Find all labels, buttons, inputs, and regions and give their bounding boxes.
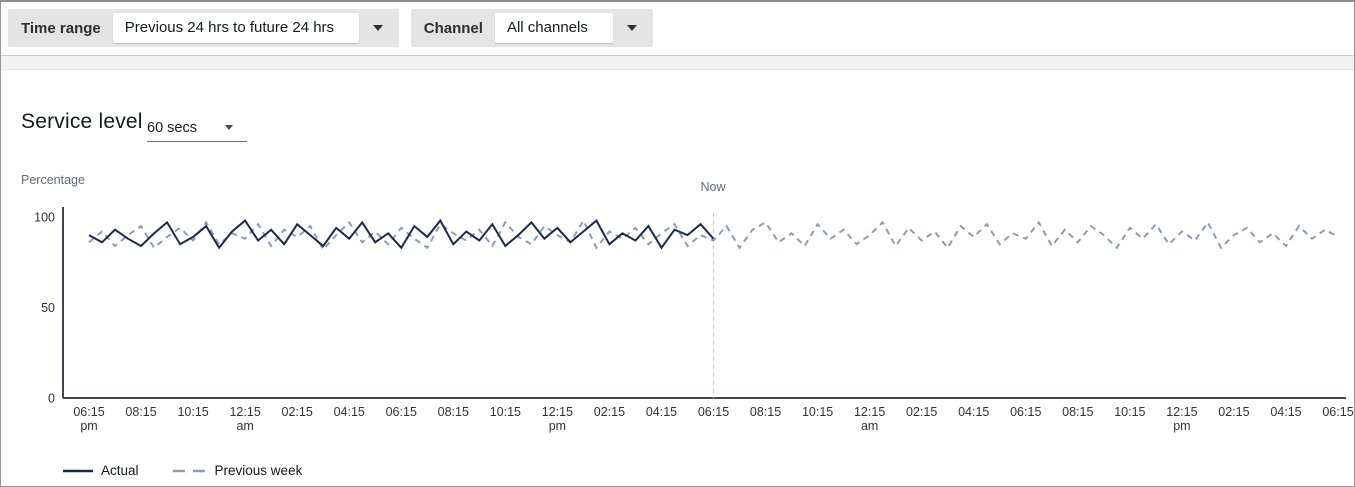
panel-title: Service level xyxy=(21,110,143,133)
x-tick-label: 10:15 xyxy=(490,405,521,419)
x-tick-label: 06:15 xyxy=(1322,405,1353,419)
x-tick-sublabel: am xyxy=(236,419,253,433)
x-tick-label: 12:15 xyxy=(542,405,573,419)
y-tick-label: 0 xyxy=(48,392,55,406)
series-actual-line xyxy=(88,218,715,250)
threshold-value: 60 secs xyxy=(147,119,197,136)
y-axis-title: Percentage xyxy=(21,173,85,187)
y-tick-label: 100 xyxy=(34,211,55,225)
x-tick-label: 08:15 xyxy=(438,405,469,419)
x-tick-label: 08:15 xyxy=(125,405,156,419)
legend-swatch-actual xyxy=(63,469,93,472)
legend-label-previous-week: Previous week xyxy=(214,463,303,478)
x-tick-sublabel: pm xyxy=(549,419,566,433)
threshold-select[interactable]: 60 secs xyxy=(147,114,247,142)
time-range-filter: Time range Previous 24 hrs to future 24 … xyxy=(8,9,399,47)
now-label: Now xyxy=(700,180,726,194)
x-tick-label: 04:15 xyxy=(334,405,365,419)
chart-legend: Actual Previous week xyxy=(63,463,302,478)
x-tick-sublabel: am xyxy=(861,419,878,433)
x-tick-label: 04:15 xyxy=(646,405,677,419)
channel-select[interactable]: All channels xyxy=(494,13,643,43)
x-tick-label: 12:15 xyxy=(854,405,885,419)
divider-band xyxy=(1,55,1354,70)
x-tick-label: 06:15 xyxy=(1010,405,1041,419)
channel-label: Channel xyxy=(423,19,483,37)
legend-swatch-previous-week xyxy=(172,469,207,472)
legend-label-actual: Actual xyxy=(101,463,139,478)
time-range-label: Time range xyxy=(21,19,101,37)
x-tick-label: 08:15 xyxy=(750,405,781,419)
series-previous-week-line xyxy=(88,218,1339,252)
x-tick-label: 06:15 xyxy=(386,405,417,419)
channel-value[interactable]: All channels xyxy=(494,13,613,43)
x-tick-label: 10:15 xyxy=(177,405,208,419)
channel-filter: Channel All channels xyxy=(410,9,653,47)
x-tick-label: 10:15 xyxy=(1114,405,1145,419)
x-tick-sublabel: pm xyxy=(1173,419,1190,433)
x-tick-label: 02:15 xyxy=(282,405,313,419)
chevron-down-icon[interactable] xyxy=(372,25,383,31)
legend-item-actual: Actual xyxy=(63,463,139,478)
x-tick-sublabel: pm xyxy=(80,419,97,433)
x-tick-label: 12:15 xyxy=(229,405,260,419)
time-range-select[interactable]: Previous 24 hrs to future 24 hrs xyxy=(112,13,389,43)
x-tick-label: 08:15 xyxy=(1062,405,1093,419)
x-tick-label: 12:15 xyxy=(1166,405,1197,419)
x-tick-label: 02:15 xyxy=(1218,405,1249,419)
y-tick-label: 50 xyxy=(41,301,55,315)
legend-item-previous-week: Previous week xyxy=(172,463,303,478)
x-tick-label: 04:15 xyxy=(1270,405,1301,419)
x-tick-label: 10:15 xyxy=(802,405,833,419)
x-tick-label: 06:15 xyxy=(73,405,104,419)
chevron-down-icon[interactable] xyxy=(225,125,233,130)
x-tick-label: 02:15 xyxy=(906,405,937,419)
x-tick-label: 04:15 xyxy=(958,405,989,419)
filter-bar: Time range Previous 24 hrs to future 24 … xyxy=(1,2,1354,55)
time-range-value[interactable]: Previous 24 hrs to future 24 hrs xyxy=(112,13,359,43)
x-tick-label: 06:15 xyxy=(698,405,729,419)
chevron-down-icon[interactable] xyxy=(626,25,637,31)
x-tick-label: 02:15 xyxy=(594,405,625,419)
